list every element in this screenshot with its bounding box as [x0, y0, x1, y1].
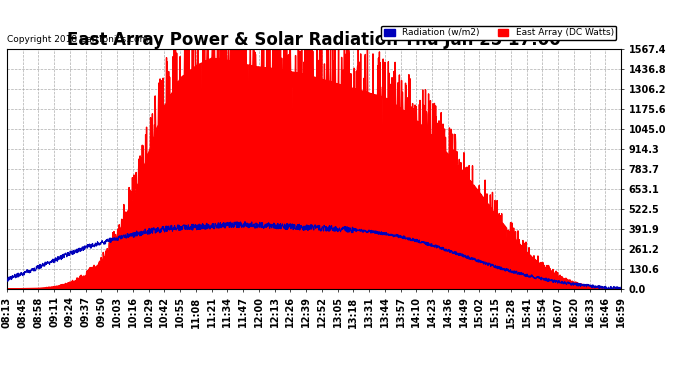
Legend: Radiation (w/m2), East Array (DC Watts): Radiation (w/m2), East Array (DC Watts)	[382, 26, 616, 40]
Text: Copyright 2018 Cartronics.com: Copyright 2018 Cartronics.com	[7, 35, 148, 44]
Title: East Array Power & Solar Radiation Thu Jan 25 17:00: East Array Power & Solar Radiation Thu J…	[67, 31, 561, 49]
